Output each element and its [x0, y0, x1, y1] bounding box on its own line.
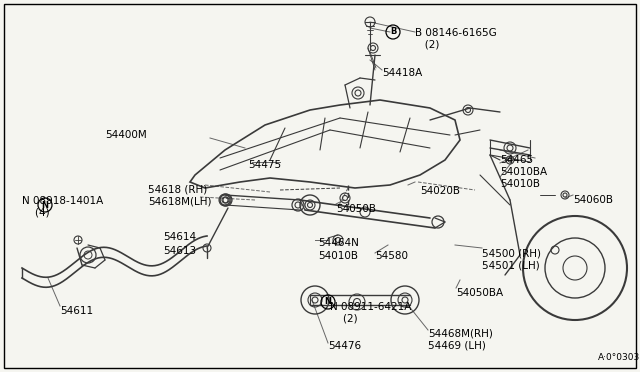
Text: 54613: 54613	[163, 246, 196, 256]
Text: 54611: 54611	[60, 306, 93, 316]
Text: N 08911-6421A
    (2): N 08911-6421A (2)	[330, 302, 412, 324]
Text: B: B	[390, 28, 396, 36]
Text: 54010BA: 54010BA	[500, 167, 547, 177]
Text: 54010B: 54010B	[500, 179, 540, 189]
Text: 54050B: 54050B	[336, 204, 376, 214]
Text: 54400M: 54400M	[105, 130, 147, 140]
Text: 54501 (LH): 54501 (LH)	[482, 261, 540, 271]
Text: B 08146-6165G
   (2): B 08146-6165G (2)	[415, 28, 497, 49]
Text: 54060B: 54060B	[573, 195, 613, 205]
Text: 54475: 54475	[248, 160, 281, 170]
Text: 54468M(RH): 54468M(RH)	[428, 328, 493, 338]
Text: 54010B: 54010B	[318, 251, 358, 261]
Text: 54418A: 54418A	[382, 68, 422, 78]
Text: 54618M(LH): 54618M(LH)	[148, 197, 211, 207]
Text: N: N	[324, 298, 332, 307]
Text: 54020B: 54020B	[420, 186, 460, 196]
Text: 54469 (LH): 54469 (LH)	[428, 341, 486, 351]
Text: N: N	[42, 201, 49, 209]
Text: 54580: 54580	[375, 251, 408, 261]
Text: 54614: 54614	[163, 232, 196, 242]
Text: 54618 (RH): 54618 (RH)	[148, 185, 207, 195]
Text: 54464N: 54464N	[318, 238, 359, 248]
Text: N 08918-1401A
    (4): N 08918-1401A (4)	[22, 196, 103, 218]
Text: 54050BA: 54050BA	[456, 288, 503, 298]
Text: A·0°0303: A·0°0303	[598, 353, 640, 362]
Text: 54465: 54465	[500, 155, 533, 165]
Text: 54500 (RH): 54500 (RH)	[482, 248, 541, 258]
Text: 54476: 54476	[328, 341, 361, 351]
